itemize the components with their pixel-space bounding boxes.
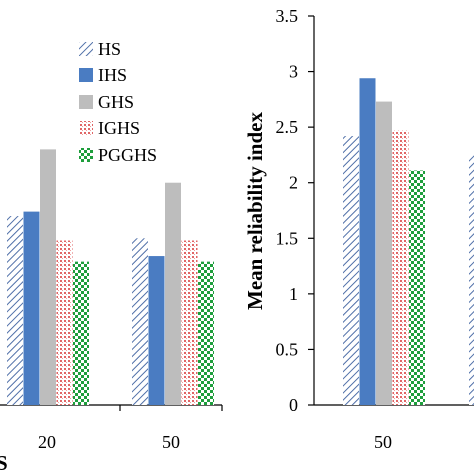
legend: HS IHS GHS IGHS PGGHS	[79, 39, 157, 165]
legend-label-hs: HS	[98, 39, 121, 59]
left-chart-bars	[7, 149, 214, 405]
legend-label-ighs: IGHS	[98, 118, 140, 138]
legend-swatch-pgghs	[79, 148, 93, 162]
legend-label-ihs: IHS	[98, 65, 127, 85]
right-bar-50-ighs	[392, 130, 409, 405]
left-bar-50-ghs	[165, 182, 181, 405]
right-chart-y-tick-label: 3	[289, 62, 298, 82]
left-bar-50-ihs	[148, 256, 165, 405]
right-chart-category-label: 50	[374, 432, 392, 452]
right-bar-50-ihs	[359, 78, 376, 406]
right-chart-y-tick-label: 1	[289, 284, 298, 304]
legend-swatch-ghs	[79, 95, 93, 109]
legend-label-pgghs: PGGHS	[98, 145, 157, 165]
left-bar-50-pgghs	[198, 261, 214, 405]
left-bar-20-ihs	[23, 211, 40, 405]
legend-swatch-hs	[79, 42, 93, 56]
right-bar-50-hs	[343, 136, 359, 405]
right-chart-y-tick-label: 2.5	[276, 117, 299, 137]
left-bar-20-ighs	[56, 240, 73, 405]
right-chart-bars	[343, 78, 474, 406]
right-chart-y-tick-label: 1.5	[276, 228, 299, 248]
legend-swatch-ighs	[79, 121, 93, 135]
left-bar-50-hs	[132, 238, 148, 405]
right-chart-y-ticks: 0 0.5 1 1.5 2 2.5 3 3.5	[276, 6, 314, 415]
left-chart-category-label: 20	[38, 432, 56, 452]
legend-swatch-ihs	[79, 68, 93, 82]
left-chart-axis-label-fragment: S	[0, 451, 8, 474]
right-chart-y-tick-label: 3.5	[276, 6, 299, 26]
left-bar-20-ghs	[40, 149, 56, 405]
right-chart-y-axis-title: Mean reliability index	[243, 112, 267, 310]
right-chart-y-tick-label: 0.5	[276, 339, 299, 359]
right-bar-50-ghs	[376, 101, 392, 405]
left-bar-50-ighs	[181, 240, 198, 405]
left-chart-category-label: 50	[162, 432, 180, 452]
right-bar-cut-hs	[469, 154, 474, 405]
left-bar-20-hs	[7, 216, 23, 405]
right-bar-50-pgghs	[409, 170, 425, 405]
legend-label-ghs: GHS	[98, 92, 134, 112]
left-bar-20-pgghs	[73, 261, 89, 405]
right-chart-y-tick-label: 0	[289, 395, 298, 415]
right-chart-y-tick-label: 2	[289, 173, 298, 193]
